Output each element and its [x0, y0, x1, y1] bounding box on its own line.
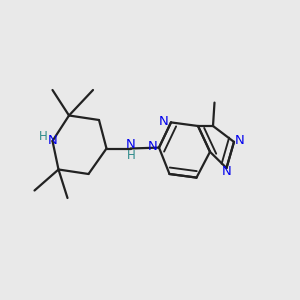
- Text: H: H: [39, 130, 48, 143]
- Text: N: N: [222, 165, 232, 178]
- Text: N: N: [235, 134, 245, 147]
- Text: N: N: [126, 138, 136, 151]
- Text: N: N: [148, 140, 157, 153]
- Text: N: N: [48, 134, 57, 147]
- Text: N: N: [159, 115, 169, 128]
- Text: H: H: [127, 148, 136, 162]
